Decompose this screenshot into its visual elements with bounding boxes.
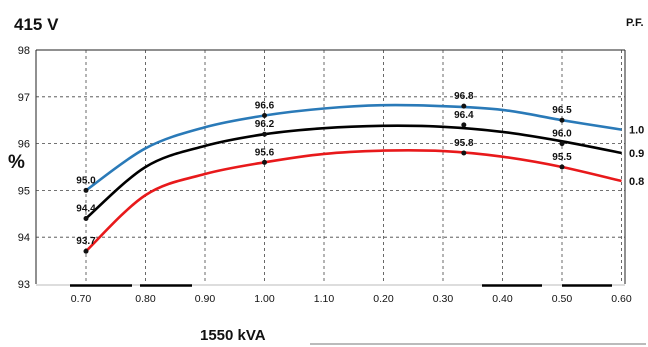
x-tick-labels: 0.70 0.80 0.90 1.00 1.10 0.20 0.30 0.40 0.50 0.60 — [71, 293, 632, 305]
series-0-9-point — [559, 141, 565, 147]
y-tick-labels: 93 94 95 96 97 98 — [18, 45, 30, 291]
series-0-9-point — [83, 215, 89, 221]
series-0-8-data-label: 95.6 — [255, 147, 275, 158]
series-0-8-legend-label: 0.8 — [629, 176, 644, 188]
series-0-8-data-label: 93.7 — [76, 236, 96, 247]
series-0-9-data-label: 96.4 — [454, 110, 474, 121]
series-0-9-data-label: 96.0 — [552, 129, 572, 140]
x-tick-label: 0.90 — [195, 293, 216, 305]
series-0-8-line — [85, 149, 622, 253]
chart-subtitle: 1550 kVA — [200, 327, 266, 344]
series-0-8-point — [559, 164, 565, 170]
series-0-9-point — [461, 122, 467, 128]
x-tick-label: 0.50 — [552, 293, 573, 305]
y-axis-label: % — [8, 152, 25, 173]
series-0-9-point — [262, 131, 267, 137]
x-tick-label: 0.40 — [492, 293, 513, 305]
series-1-0-point — [461, 103, 467, 109]
x-tick-label: 0.80 — [135, 293, 156, 305]
y-tick-label: 93 — [18, 279, 30, 291]
series-0-9-line — [85, 124, 622, 220]
series-0-9-legend-label: 0.9 — [629, 148, 644, 160]
series-1-0-data-label: 96.6 — [255, 101, 275, 112]
y-tick-label: 96 — [18, 139, 30, 151]
series-0-8-point — [461, 150, 467, 156]
x-tick-label: 1.10 — [314, 293, 335, 305]
series-0-8-data-label: 95.8 — [454, 138, 474, 149]
series-1-0-point — [83, 187, 89, 193]
x-tick-label: 0.70 — [71, 293, 92, 305]
x-tick-label: 0.30 — [433, 293, 454, 305]
series-1-0-data-label: 96.8 — [454, 91, 474, 102]
y-tick-label: 94 — [18, 232, 30, 244]
series-0-8-point — [262, 159, 267, 165]
x-tick-label: 1.00 — [254, 293, 275, 305]
series-0-9-data-label: 96.2 — [255, 119, 275, 130]
series-0-9-data-label: 94.4 — [76, 203, 96, 214]
series-1-0-data-label: 95.0 — [76, 175, 96, 186]
series-1-0-data-label: 96.5 — [552, 105, 572, 116]
series-0-8-point — [83, 248, 89, 254]
y-tick-label: 95 — [18, 185, 30, 197]
series-1-0-line — [85, 103, 622, 192]
x-tick-label: 0.60 — [611, 293, 632, 305]
y-tick-label: 97 — [18, 92, 30, 104]
series-1-0-point — [559, 117, 565, 123]
chart-title: 415 V — [14, 15, 59, 34]
grid — [35, 49, 626, 287]
y-tick-label: 98 — [18, 45, 30, 57]
series-group: 95.0 96.6 96.8 96.5 1.0 94.4 96.2 96.4 96.0 0.9 93… — [76, 91, 644, 254]
series-0-8-data-label: 95.5 — [552, 152, 572, 163]
legend-title: P.F. — [626, 17, 644, 29]
x-tick-label: 0.20 — [373, 293, 394, 305]
series-1-0-point — [262, 113, 267, 119]
series-1-0-legend-label: 1.0 — [629, 125, 644, 137]
